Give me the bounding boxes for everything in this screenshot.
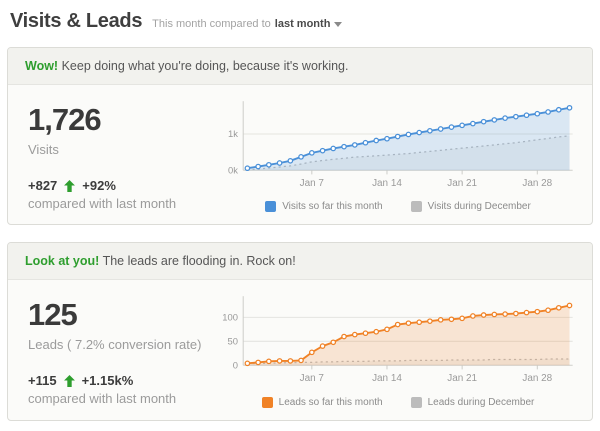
- svg-text:1k: 1k: [228, 128, 238, 139]
- period-dropdown[interactable]: last month: [275, 18, 343, 30]
- svg-text:50: 50: [228, 336, 238, 347]
- arrow-up-icon: [64, 179, 76, 192]
- svg-text:Jan 7: Jan 7: [300, 178, 325, 189]
- svg-text:Jan 14: Jan 14: [372, 178, 402, 189]
- svg-text:0: 0: [233, 360, 238, 371]
- svg-text:Jan 28: Jan 28: [522, 373, 552, 384]
- visits-chart-area: 0k 1k Jan 7 Jan 14 Jan 21 Jan 28 Visits so fa…: [216, 95, 580, 220]
- page-title: Visits & Leads: [10, 10, 143, 32]
- svg-text:Jan 14: Jan 14: [372, 373, 402, 384]
- leads-chart-legend: Leads so far this month Leads during Dec…: [216, 396, 580, 408]
- visits-delta-row: +827 +92%: [28, 178, 216, 193]
- comparison-subtitle: This month compared to: [152, 18, 271, 30]
- visits-stats: 1,726 Visits +827 +92% compared with las…: [16, 95, 216, 220]
- svg-text:Jan 21: Jan 21: [447, 178, 477, 189]
- legend-item-leads-current: Leads so far this month: [261, 396, 383, 408]
- visits-message-text: Keep doing what you're doing, because it…: [61, 59, 349, 73]
- visits-compared-note: compared with last month: [28, 196, 177, 211]
- visits-chart-legend: Visits so far this month Visits during D…: [216, 201, 580, 213]
- svg-text:100: 100: [222, 312, 238, 323]
- leads-panel: Look at you! The leads are flooding in. …: [7, 242, 593, 421]
- leads-panel-body: 125 Leads ( 7.2% conversion rate) +115 +…: [8, 280, 592, 419]
- legend-label-leads-current: Leads so far this month: [278, 396, 383, 408]
- legend-label-leads-previous: Leads during December: [427, 396, 535, 408]
- legend-swatch-visits-current: [265, 201, 277, 213]
- svg-text:Jan 21: Jan 21: [447, 373, 477, 384]
- legend-item-visits-previous: Visits during December: [410, 201, 531, 213]
- chevron-down-icon: [334, 22, 343, 27]
- leads-count-label: Leads ( 7.2% conversion rate): [28, 337, 202, 353]
- leads-delta-row: +115 +1.15k%: [28, 373, 216, 388]
- visits-panel-body: 1,726 Visits +827 +92% compared with las…: [8, 85, 592, 224]
- visits-count: 1,726: [28, 102, 102, 137]
- visits-count-label: Visits: [28, 142, 59, 157]
- page-header: Visits & Leads This month compared to la…: [7, 10, 593, 37]
- period-dropdown-label: last month: [274, 18, 331, 30]
- visits-delta-percent: +92%: [82, 178, 116, 193]
- leads-message-text: The leads are flooding in. Rock on!: [102, 254, 296, 269]
- visits-delta-absolute: +827: [28, 178, 58, 193]
- leads-compared-note: compared with last month: [28, 391, 177, 407]
- svg-text:0k: 0k: [228, 164, 238, 175]
- legend-swatch-visits-previous: [410, 201, 422, 213]
- svg-text:Jan 28: Jan 28: [522, 178, 552, 189]
- leads-delta-percent: +1.15k%: [81, 373, 134, 389]
- legend-swatch-leads-previous: [410, 396, 422, 408]
- legend-item-leads-previous: Leads during December: [410, 396, 535, 408]
- leads-chart: 0 50 100 Jan 7 Jan 14 Jan 21 Jan 28: [222, 296, 573, 384]
- leads-chart-area: 0 50 100 Jan 7 Jan 14 Jan 21 Jan 28 Leads so f…: [216, 290, 580, 415]
- visits-chart: 0k 1k Jan 7 Jan 14 Jan 21 Jan 28: [228, 101, 573, 189]
- legend-label-visits-current: Visits so far this month: [282, 201, 383, 213]
- leads-delta-absolute: +115: [28, 373, 57, 389]
- arrow-up-icon: [63, 374, 75, 387]
- leads-message-highlight: Look at you!: [25, 254, 100, 269]
- leads-count: 125: [28, 297, 78, 333]
- legend-item-visits-current: Visits so far this month: [265, 201, 383, 213]
- leads-message-bar: Look at you! The leads are flooding in. …: [8, 243, 592, 281]
- visits-message-bar: Wow! Keep doing what you're doing, becau…: [8, 48, 592, 85]
- visits-message-highlight: Wow!: [25, 59, 59, 73]
- legend-label-visits-previous: Visits during December: [427, 201, 531, 213]
- svg-text:Jan 7: Jan 7: [300, 373, 325, 384]
- legend-swatch-leads-current: [261, 396, 273, 408]
- visits-panel: Wow! Keep doing what you're doing, becau…: [7, 47, 593, 226]
- leads-stats: 125 Leads ( 7.2% conversion rate) +115 +…: [16, 290, 216, 415]
